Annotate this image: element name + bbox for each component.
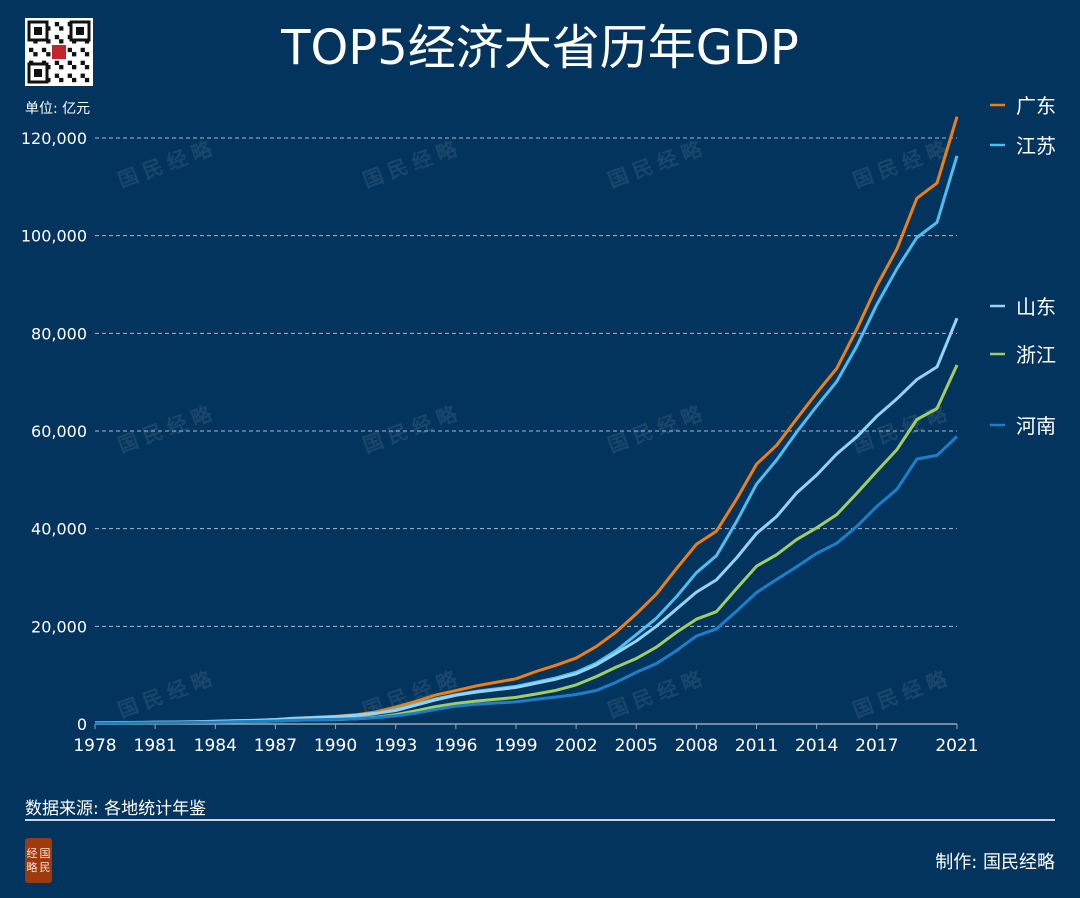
qr-module xyxy=(29,47,34,53)
qr-module xyxy=(41,47,47,53)
qr-module xyxy=(54,22,60,27)
qr-module xyxy=(80,60,85,65)
qr-module xyxy=(80,73,85,78)
y-tick-label: 60,000 xyxy=(31,422,87,441)
seal-logo: 经国略民 xyxy=(25,838,52,883)
qr-finder xyxy=(27,20,49,42)
series-line-河南 xyxy=(94,435,959,725)
credit: 制作: 国民经略 xyxy=(935,852,1055,873)
legend-label: 广东 xyxy=(1016,94,1056,118)
x-tick-label: 2014 xyxy=(795,736,838,756)
qr-finder xyxy=(76,27,84,35)
qr-code xyxy=(25,18,93,86)
qr-finder xyxy=(34,27,42,35)
qr-module xyxy=(72,65,77,70)
x-tick-label: 2021 xyxy=(935,736,978,756)
y-tick-label: 100,000 xyxy=(21,227,87,246)
watermark: 国民经略 xyxy=(115,664,221,722)
series-line-浙江 xyxy=(94,364,959,725)
legend-label: 山东 xyxy=(1016,295,1056,319)
qr-module xyxy=(59,65,64,70)
qr-finder xyxy=(34,69,42,77)
qr-module xyxy=(59,77,64,83)
series-line-江苏 xyxy=(94,155,959,725)
qr-module xyxy=(72,52,77,57)
series-line-广东 xyxy=(94,116,959,725)
y-tick-label: 20,000 xyxy=(31,617,87,636)
qr-finder xyxy=(27,62,49,84)
qr-module xyxy=(84,52,90,57)
x-tick-label: 1978 xyxy=(73,736,116,756)
qr-module xyxy=(80,47,85,53)
x-tick-label: 2005 xyxy=(615,736,658,756)
watermark: 国民经略 xyxy=(360,134,466,192)
x-tick-label: 1987 xyxy=(254,736,297,756)
x-tick-label: 1984 xyxy=(194,736,237,756)
x-tick-label: 1993 xyxy=(374,736,417,756)
qr-finder xyxy=(69,20,91,42)
watermark: 国民经略 xyxy=(605,134,711,192)
watermark: 国民经略 xyxy=(605,664,711,722)
y-tick-label: 0 xyxy=(77,715,87,734)
legend-label: 河南 xyxy=(1016,414,1056,438)
watermark: 国民经略 xyxy=(115,399,221,457)
y-tick-label: 120,000 xyxy=(21,129,87,148)
qr-module xyxy=(54,60,60,65)
x-tick-label: 2017 xyxy=(855,736,898,756)
watermark: 国民经略 xyxy=(850,664,956,722)
x-tick-label: 2008 xyxy=(675,736,718,756)
qr-module xyxy=(54,34,60,40)
qr-module xyxy=(54,73,60,78)
legend-label: 浙江 xyxy=(1016,343,1056,367)
page-title: TOP5经济大省历年GDP xyxy=(281,20,799,76)
qr-module xyxy=(59,39,64,44)
qr-module xyxy=(84,65,90,70)
data-source: 数据来源: 各地统计年鉴 xyxy=(25,799,207,819)
x-tick-label: 1990 xyxy=(314,736,357,756)
qr-code-pattern xyxy=(27,20,91,84)
x-tick-label: 1996 xyxy=(434,736,477,756)
y-tick-label: 80,000 xyxy=(31,324,87,343)
x-tick-label: 2002 xyxy=(554,736,597,756)
qr-module xyxy=(33,52,38,57)
watermark: 国民经略 xyxy=(605,399,711,457)
watermark: 国民经略 xyxy=(115,134,221,192)
qr-module xyxy=(67,47,72,53)
qr-center-logo xyxy=(52,45,66,59)
x-tick-label: 1981 xyxy=(134,736,177,756)
watermark: 国民经略 xyxy=(850,134,956,192)
qr-module xyxy=(72,77,77,83)
qr-module xyxy=(67,73,72,78)
qr-module xyxy=(46,52,51,57)
divider xyxy=(25,819,1055,821)
x-tick-label: 2011 xyxy=(735,736,778,756)
qr-module xyxy=(67,60,72,65)
qr-module xyxy=(59,26,64,31)
unit-label: 单位: 亿元 xyxy=(25,101,91,117)
legend-label: 江苏 xyxy=(1016,134,1056,158)
qr-module xyxy=(84,77,90,83)
x-tick-label: 1999 xyxy=(494,736,537,756)
watermark: 国民经略 xyxy=(360,399,466,457)
y-tick-label: 40,000 xyxy=(31,520,87,539)
